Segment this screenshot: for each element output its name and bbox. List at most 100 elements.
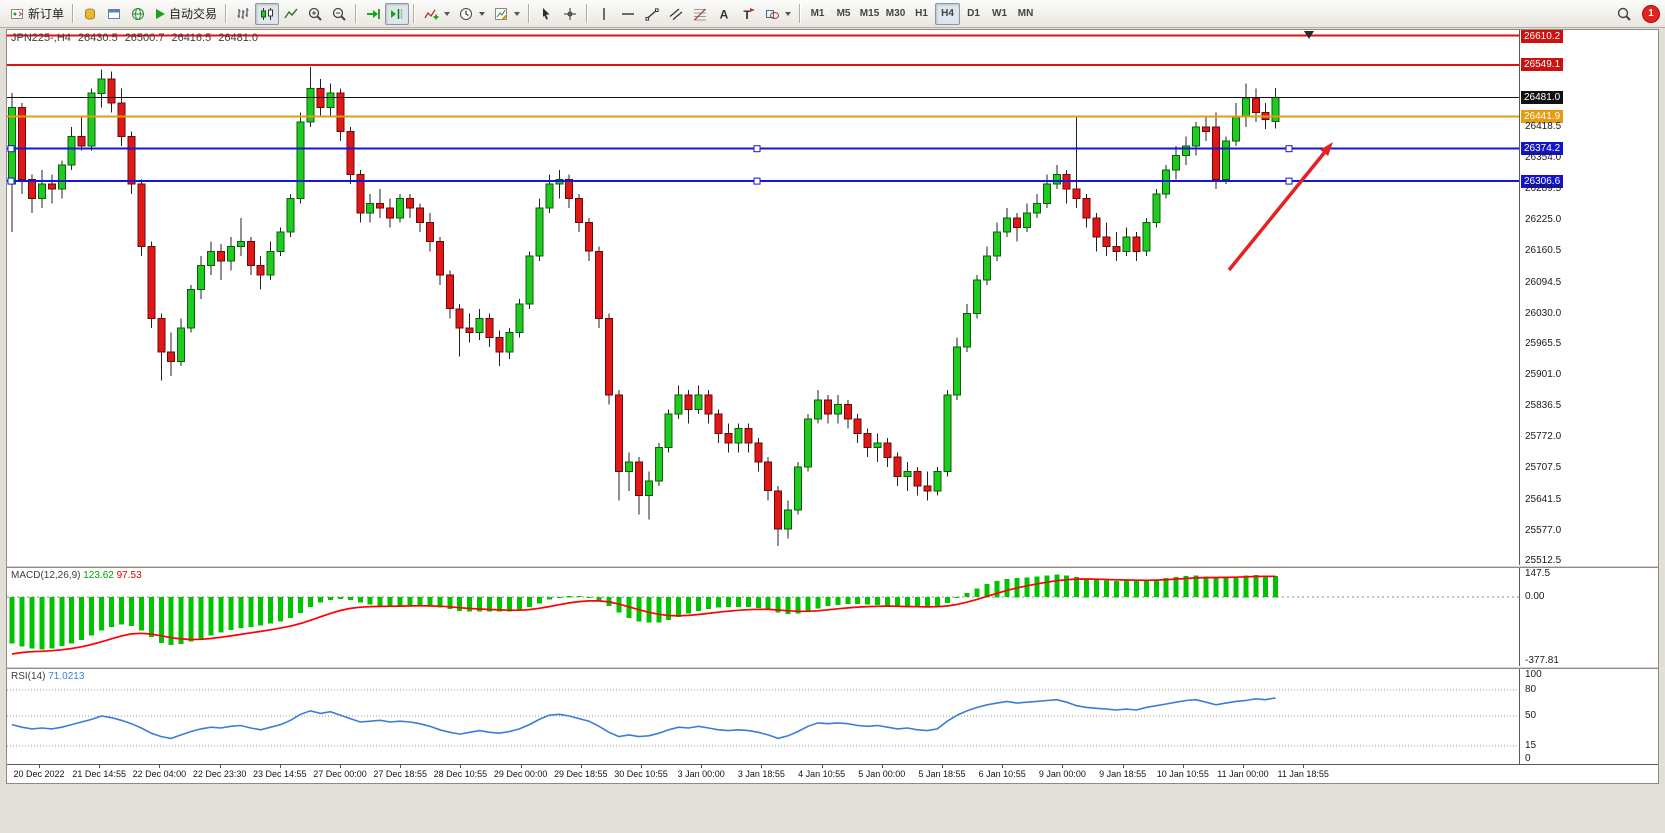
macd-histogram-bar <box>69 597 75 644</box>
price-tag-orange-level: 26441.9 <box>1521 109 1564 123</box>
timeframe-button-D1[interactable]: D1 <box>967 8 980 19</box>
rsi-canvas[interactable] <box>7 669 1519 764</box>
fibonacci-tool-button[interactable] <box>688 3 712 25</box>
timeframe-button-M30[interactable]: M30 <box>885 8 906 19</box>
market-watch-button[interactable] <box>78 3 102 25</box>
data-window-button[interactable] <box>102 3 126 25</box>
hline-handle[interactable] <box>753 145 761 153</box>
macd-histogram-bar <box>477 597 483 612</box>
time-axis[interactable]: 20 Dec 2022 21 Dec 14:55 22 Dec 04:00 22 De… <box>7 764 1658 783</box>
candlestick-chart-button[interactable] <box>255 2 280 25</box>
candle-up <box>1172 155 1181 171</box>
macd-histogram-bar <box>407 597 413 606</box>
timeframe-button-H1[interactable]: H1 <box>915 8 928 19</box>
candle-up <box>187 289 196 329</box>
auto-trading-button[interactable]: 自动交易 <box>150 3 221 25</box>
chart-shift-button[interactable] <box>385 2 410 25</box>
candle-up <box>973 279 982 314</box>
channel-tool-button[interactable] <box>664 3 688 25</box>
search-button[interactable] <box>1612 3 1636 25</box>
hline-handle[interactable] <box>753 177 761 185</box>
candle-up <box>87 92 96 147</box>
vertical-line-tool-button[interactable] <box>592 3 616 25</box>
crosshair-tool-button[interactable] <box>558 3 582 25</box>
timeframe-button-H4[interactable]: H4 <box>935 2 961 25</box>
hline-handle[interactable] <box>7 145 15 153</box>
candle-down <box>47 183 56 190</box>
candles <box>8 66 1280 546</box>
hline-handle[interactable] <box>7 177 15 185</box>
macd-histogram-bar <box>387 597 393 606</box>
candle-down <box>585 222 594 252</box>
text-tool-button[interactable]: A <box>712 3 736 25</box>
macd-canvas[interactable] <box>7 568 1519 666</box>
bar-chart-button[interactable] <box>231 3 255 25</box>
candle-up <box>177 327 186 362</box>
time-axis-tick <box>1182 765 1184 768</box>
navigator-button[interactable] <box>126 3 150 25</box>
macd-histogram-bar <box>507 597 512 612</box>
cursor-icon <box>538 6 554 22</box>
macd-histogram-bar <box>298 597 303 613</box>
auto-scroll-button[interactable] <box>361 3 385 25</box>
shapes-tool-button[interactable] <box>760 3 795 25</box>
hline-handle[interactable] <box>1285 177 1293 185</box>
timeframe-button-W1[interactable]: W1 <box>992 8 1008 19</box>
trend-arrow-annotation[interactable] <box>1227 142 1333 272</box>
candle-down <box>704 394 713 415</box>
chart-shift-marker[interactable] <box>1304 31 1314 39</box>
price-axis[interactable]: 26610.2 26549.1 26481.0 26441.9 26374.2 26306… <box>1519 30 1658 764</box>
zoom-out-button[interactable] <box>327 3 351 25</box>
label-tool-button[interactable]: T <box>736 3 760 25</box>
zoom-in-button[interactable] <box>303 3 327 25</box>
chart-window: 26610.2 26549.1 26481.0 26441.9 26374.2 26306… <box>6 29 1659 784</box>
macd-histogram-bar <box>128 597 134 627</box>
time-axis-tick <box>821 765 823 768</box>
close-value: 26481.0 <box>218 32 258 44</box>
label-tool-icon: T <box>740 6 756 22</box>
timeframe-button-M15[interactable]: M15 <box>859 8 880 19</box>
pane-splitter[interactable] <box>7 666 1658 669</box>
hline-handle[interactable] <box>1285 145 1293 153</box>
price-tick-label: 26030.0 <box>1525 307 1562 319</box>
candle-down <box>1102 236 1111 247</box>
auto-scroll-icon <box>365 6 381 22</box>
timeframe-button-M5[interactable]: M5 <box>836 8 851 19</box>
candle-down <box>17 107 26 180</box>
candle-up <box>983 255 992 281</box>
macd-histogram-bar <box>158 597 164 643</box>
time-axis-tick <box>39 765 40 768</box>
candle-down <box>445 274 454 310</box>
time-axis-tick <box>279 765 281 768</box>
open-value: 26430.5 <box>77 32 118 44</box>
timeframe-button-MN[interactable]: MN <box>1017 8 1034 19</box>
macd-histogram-bar <box>1203 576 1209 598</box>
macd-signal-line <box>11 575 1276 655</box>
candle-down <box>1251 97 1260 113</box>
candle-down <box>575 198 584 224</box>
price-tick-label: 25577.0 <box>1525 524 1562 536</box>
horizontal-line-tool-button[interactable] <box>616 3 640 25</box>
candle-up <box>505 332 514 353</box>
timeframe-button-M1[interactable]: M1 <box>810 8 825 19</box>
ohlc-bars-icon <box>235 6 251 22</box>
candle-up <box>694 394 703 410</box>
toolbar-separator <box>586 4 589 23</box>
toolbar-right-group: 1 <box>1612 3 1660 25</box>
new-order-button[interactable]: 新订单 <box>5 3 68 25</box>
indicators-button[interactable] <box>419 3 454 25</box>
line-chart-button[interactable] <box>279 3 303 25</box>
candle-down <box>923 485 932 492</box>
pane-splitter[interactable] <box>7 565 1658 568</box>
market-watch-icon <box>82 6 98 22</box>
cursor-tool-button[interactable] <box>534 3 558 25</box>
periods-button[interactable] <box>454 3 489 25</box>
price-tag-support-lower: 26306.6 <box>1521 174 1564 188</box>
notification-badge[interactable]: 1 <box>1642 4 1660 23</box>
toolbar-separator <box>528 4 531 23</box>
macd-histogram-bar <box>487 597 493 612</box>
trendline-tool-button[interactable] <box>640 3 664 25</box>
templates-button[interactable] <box>489 3 524 25</box>
macd-histogram-bar <box>467 597 473 612</box>
main-chart-canvas[interactable] <box>7 30 1519 565</box>
